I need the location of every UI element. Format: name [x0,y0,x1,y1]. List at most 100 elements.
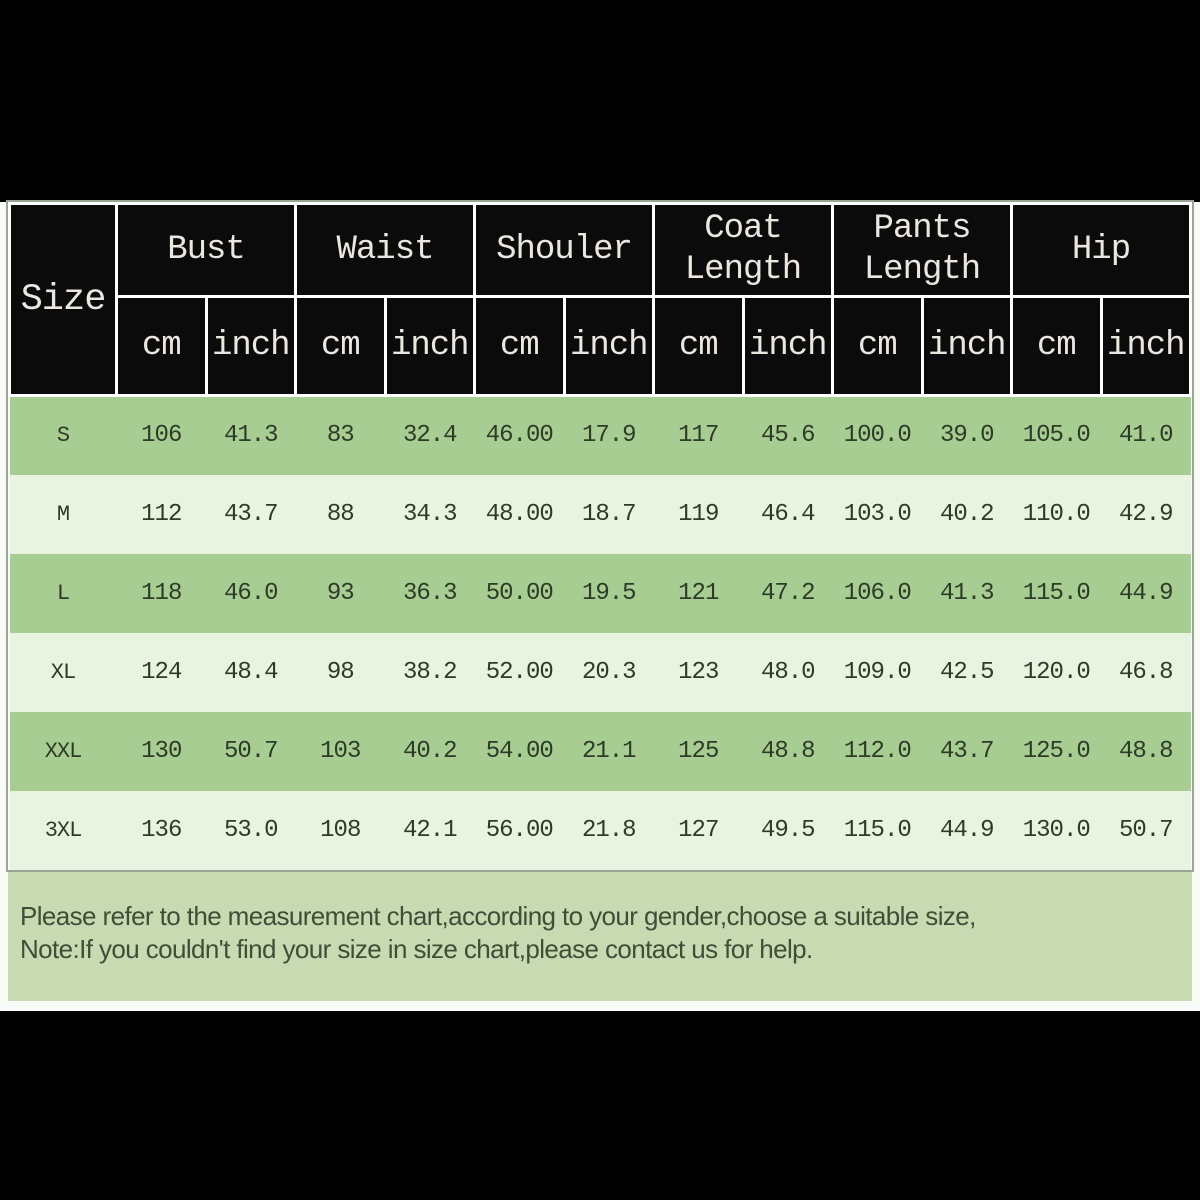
measurement-cell: 123 [678,658,719,686]
measurement-cell: 45.6 [760,422,816,450]
measurement-cell: 125.0 [1022,737,1091,765]
measurement-cell: 47.2 [760,579,816,607]
measurement-cell: 21.1 [581,737,637,765]
size-chart-content: Size Bust Waist Shouler Coat Length Pant… [0,200,1200,1001]
note-text-block: Please refer to the measurement chart,ac… [8,869,1192,1001]
measurement-cell: 42.9 [1118,500,1174,528]
group-header-hip: Hip [1010,202,1192,298]
measurement-cell: 20.3 [581,658,637,686]
measurement-cell: 136 [141,816,182,844]
table-row-XL: XL 124 48.4 98 38.2 52.00 20.3 123 48.0 109.0 42.5… [9,632,1191,712]
measurement-cell: 115.0 [1022,579,1091,607]
measurement-cell: 117 [678,422,719,450]
measurement-cell: 34.3 [402,500,458,528]
measurement-cell: 112 [141,500,182,528]
measurement-cell: 112.0 [843,737,912,765]
measurement-cell: 106 [141,422,182,450]
measurement-cell: 109.0 [843,658,912,686]
measurement-cell: 120.0 [1022,658,1091,686]
unit-header-inch: inch [204,295,297,397]
measurement-cell: 44.9 [1118,579,1174,607]
measurement-cell: 48.0 [760,658,816,686]
unit-header-inch: inch [562,295,655,397]
size-cell: 3XL [44,817,83,843]
unit-header-cm: cm [1010,295,1103,397]
measurement-cell: 124 [141,658,182,686]
measurement-cell: 53.0 [223,816,279,844]
measurement-cell: 48.8 [760,737,816,765]
measurement-cell: 43.7 [939,737,995,765]
measurement-cell: 83 [326,422,355,450]
measurement-cell: 98 [326,658,355,686]
size-cell: XL [50,659,76,685]
measurement-cell: 50.00 [485,579,554,607]
group-header-bust: Bust [115,202,297,298]
measurement-cell: 32.4 [402,422,458,450]
bottom-black-band [0,1010,1200,1200]
measurement-cell: 110.0 [1022,500,1091,528]
table-row-XXL: XXL 130 50.7 103 40.2 54.00 21.1 125 48.8 112.0 43… [9,711,1191,791]
measurement-cell: 41.3 [939,579,995,607]
measurement-cell: 42.5 [939,658,995,686]
measurement-cell: 41.0 [1118,422,1174,450]
group-header-coat-length: Coat Length [652,202,834,298]
measurement-cell: 130 [141,737,182,765]
group-header-pants-length: Pants Length [831,202,1013,298]
unit-header-cm: cm [294,295,387,397]
measurement-cell: 103.0 [843,500,912,528]
measurement-cell: 118 [141,579,182,607]
measurement-cell: 21.8 [581,816,637,844]
measurement-cell: 50.7 [1118,816,1174,844]
measurement-cell: 115.0 [843,816,912,844]
group-header-row: Size Bust Waist Shouler Coat Length Pant… [8,202,1192,397]
measurement-cell: 43.7 [223,500,279,528]
measurement-cell: 48.8 [1118,737,1174,765]
unit-header-inch: inch [920,295,1013,397]
measurement-cell: 88 [326,500,355,528]
measurement-cell: 17.9 [581,422,637,450]
measurement-cell: 93 [326,579,355,607]
size-column-header: Size [8,202,118,397]
measurement-cell: 48.00 [485,500,554,528]
measurement-cell: 39.0 [939,422,995,450]
measurement-cell: 108 [320,816,361,844]
table-row-L: L 118 46.0 93 36.3 50.00 19.5 121 47.2 106.0 41.3 1… [9,553,1191,633]
unit-header-cm: cm [831,295,924,397]
group-header-waist: Waist [294,202,476,298]
unit-header-inch: inch [383,295,476,397]
measurement-cell: 46.4 [760,500,816,528]
note-line-1: Please refer to the measurement chart,ac… [20,900,976,931]
measurement-cell: 125 [678,737,719,765]
measurement-cell: 40.2 [402,737,458,765]
size-cell: XXL [44,738,83,764]
measurement-cell: 127 [678,816,719,844]
measurement-cell: 38.2 [402,658,458,686]
measurement-cell: 103 [320,737,361,765]
measurement-cell: 130.0 [1022,816,1091,844]
measurement-cell: 42.1 [402,816,458,844]
table-body: S 106 41.3 83 32.4 46.00 17.9 117 45.6 100.0 39.0 1… [9,395,1191,870]
measurement-cell: 18.7 [581,500,637,528]
unit-header-cm: cm [115,295,208,397]
unit-header-inch: inch [741,295,834,397]
table-row-3XL: 3XL 136 53.0 108 42.1 56.00 21.8 127 49.5 115.0 44… [9,790,1191,870]
unit-header-inch: inch [1099,295,1192,397]
table-row-M: M 112 43.7 88 34.3 48.00 18.7 119 46.4 103.0 40.2 1… [9,474,1191,554]
measurement-cell: 46.8 [1118,658,1174,686]
table-row-S: S 106 41.3 83 32.4 46.00 17.9 117 45.6 100.0 39.0 1… [9,395,1191,475]
measurement-cell: 106.0 [843,579,912,607]
measurement-cell: 48.4 [223,658,279,686]
bottom-light-strip [0,1000,1200,1011]
unit-header-cm: cm [473,295,566,397]
measurement-cell: 56.00 [485,816,554,844]
measurement-cell: 41.3 [223,422,279,450]
measurement-cell: 121 [678,579,719,607]
measurement-cell: 119 [678,500,719,528]
measurement-cell: 46.00 [485,422,554,450]
unit-header-row: cm inch cm inch cm inch cm inch cm inch cm inch [10,295,1192,397]
size-cell: S [56,423,70,449]
measurement-cell: 105.0 [1022,422,1091,450]
size-chart-table: Size Bust Waist Shouler Coat Length Pant… [6,200,1194,872]
unit-header-cm: cm [652,295,745,397]
measurement-cell: 40.2 [939,500,995,528]
